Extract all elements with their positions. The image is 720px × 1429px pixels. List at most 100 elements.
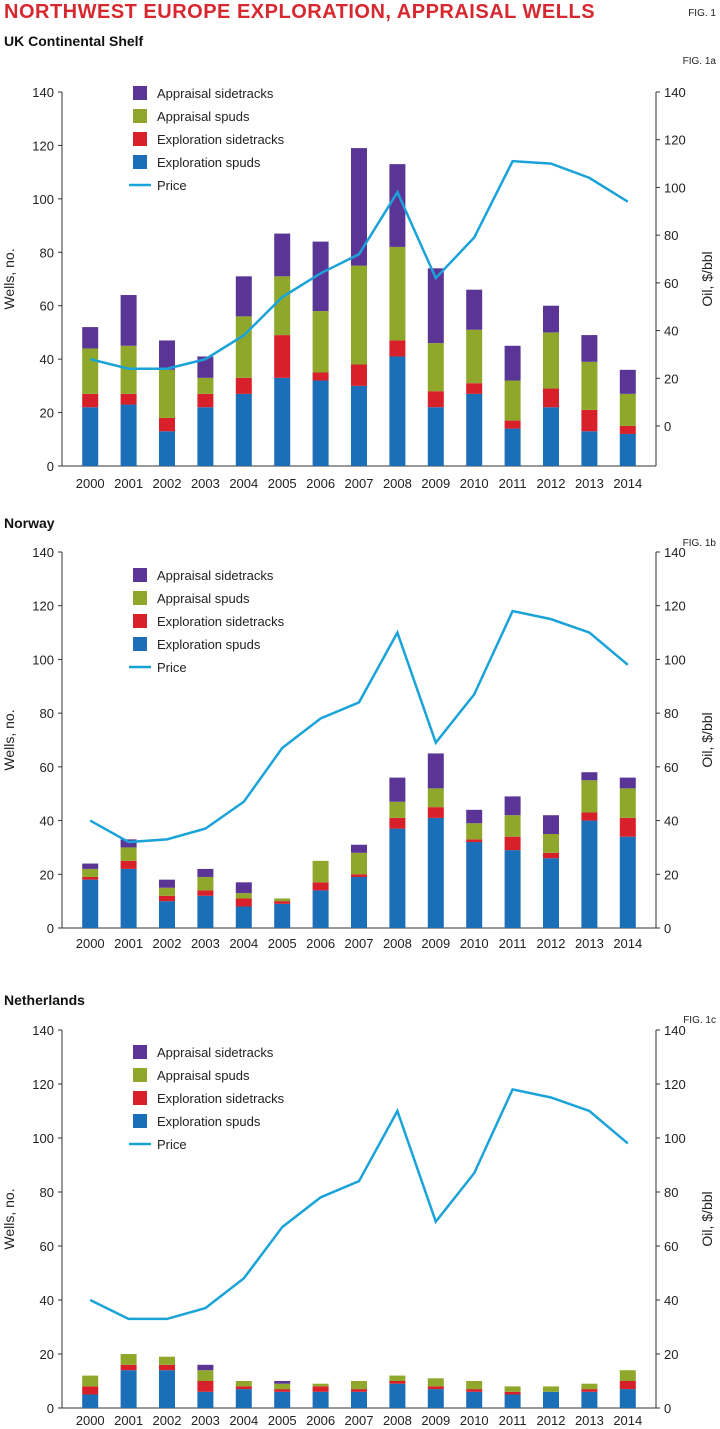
panel-title: Norway xyxy=(4,515,55,531)
bar-exploration-spuds-2010 xyxy=(466,842,483,928)
x-tick-label: 2013 xyxy=(575,476,604,491)
legend-swatch-exploration-sidetracks xyxy=(133,132,147,146)
chart-panel-1: UK Continental Shelf FIG. 1a 0 20 40 60 80 100 1… xyxy=(1,33,716,491)
y2-tick-label: 20 xyxy=(664,371,678,386)
bar-exploration-spuds-2005 xyxy=(274,903,291,928)
y2-tick-label: 60 xyxy=(664,1239,678,1254)
bar-appraisal-spuds-2003 xyxy=(197,377,214,394)
bar-exploration-sidetracks-2002 xyxy=(159,417,175,432)
bar-exploration-spuds-2013 xyxy=(581,1391,598,1408)
y2-tick-label: 40 xyxy=(664,324,678,339)
bar-exploration-sidetracks-2005 xyxy=(274,335,291,378)
bar-exploration-spuds-2010 xyxy=(466,393,483,466)
bar-exploration-sidetracks-2013 xyxy=(581,409,598,432)
x-tick-label: 2000 xyxy=(76,476,105,491)
bar-appraisal-sidetracks-2007 xyxy=(351,148,367,266)
bar-exploration-spuds-2008 xyxy=(389,1383,406,1408)
y-tick-label: 80 xyxy=(40,245,54,260)
bar-exploration-sidetracks-2014 xyxy=(619,1381,636,1390)
x-tick-label: 2007 xyxy=(345,1413,374,1428)
bar-appraisal-spuds-2014 xyxy=(619,788,636,818)
bar-exploration-spuds-2002 xyxy=(159,431,175,466)
bar-appraisal-spuds-2010 xyxy=(466,329,483,384)
bar-appraisal-sidetracks-2008 xyxy=(389,777,406,802)
y2-tick-label: 20 xyxy=(664,867,678,882)
y-tick-label: 0 xyxy=(47,1401,54,1416)
x-tick-label: 2000 xyxy=(76,1413,105,1428)
bar-appraisal-sidetracks-2003 xyxy=(197,868,214,877)
x-tick-label: 2010 xyxy=(460,1413,489,1428)
bar-exploration-sidetracks-2014 xyxy=(619,817,636,837)
bar-exploration-spuds-2006 xyxy=(312,890,329,928)
legend-label: Price xyxy=(157,178,187,193)
x-tick-label: 2013 xyxy=(575,936,604,951)
bar-exploration-sidetracks-2012 xyxy=(543,388,559,408)
panel-title: UK Continental Shelf xyxy=(4,33,144,49)
bar-exploration-sidetracks-2011 xyxy=(504,836,521,851)
x-tick-label: 2001 xyxy=(114,936,143,951)
bar-exploration-spuds-2009 xyxy=(427,1389,444,1408)
bar-appraisal-spuds-2006 xyxy=(312,311,329,373)
bar-exploration-spuds-2014 xyxy=(619,433,636,466)
y2-tick-label: 120 xyxy=(664,599,686,614)
legend-swatch-appraisal-sidetracks xyxy=(133,86,147,100)
bar-exploration-spuds-2001 xyxy=(120,404,137,466)
x-tick-label: 2002 xyxy=(153,936,182,951)
bar-exploration-sidetracks-2007 xyxy=(351,1389,367,1392)
bar-appraisal-spuds-2009 xyxy=(427,343,444,392)
bar-appraisal-sidetracks-2005 xyxy=(274,1381,291,1384)
bar-appraisal-spuds-2001 xyxy=(120,847,137,861)
bar-exploration-sidetracks-2014 xyxy=(619,425,636,434)
bar-exploration-spuds-2004 xyxy=(235,906,252,928)
bar-exploration-sidetracks-2011 xyxy=(504,420,521,429)
x-tick-label: 2011 xyxy=(499,936,527,951)
bar-appraisal-spuds-2002 xyxy=(159,887,175,896)
bar-appraisal-sidetracks-2013 xyxy=(581,335,598,362)
x-tick-label: 2014 xyxy=(613,476,642,491)
bar-exploration-sidetracks-2001 xyxy=(120,1364,137,1371)
bar-exploration-spuds-2003 xyxy=(197,1391,214,1408)
x-tick-label: 2004 xyxy=(229,476,258,491)
bar-exploration-spuds-2010 xyxy=(466,1391,483,1408)
legend-swatch-appraisal-sidetracks xyxy=(133,568,147,582)
y-tick-label: 20 xyxy=(40,1347,54,1362)
bar-exploration-spuds-2011 xyxy=(504,850,521,928)
bar-exploration-sidetracks-2013 xyxy=(581,812,598,821)
legend-swatch-exploration-sidetracks xyxy=(133,1091,147,1105)
y2-tick-label: 120 xyxy=(664,1077,686,1092)
legend-swatch-appraisal-spuds xyxy=(133,109,147,123)
chart-panel-2: Norway FIG. 1b 0 20 40 60 80 100 120 140 0 20 40 60 80… xyxy=(1,515,716,951)
bar-appraisal-sidetracks-2003 xyxy=(197,356,214,378)
y-tick-label: 140 xyxy=(32,1023,54,1038)
bar-exploration-spuds-2007 xyxy=(351,1391,367,1408)
x-tick-label: 2006 xyxy=(306,936,335,951)
bar-appraisal-spuds-2006 xyxy=(312,1383,329,1387)
bar-exploration-spuds-2013 xyxy=(581,431,598,466)
bar-exploration-sidetracks-2001 xyxy=(120,393,137,405)
y-tick-label: 20 xyxy=(40,406,54,421)
bar-appraisal-spuds-2012 xyxy=(543,332,559,389)
bar-exploration-spuds-2009 xyxy=(427,407,444,466)
legend-swatch-appraisal-spuds xyxy=(133,591,147,605)
bar-exploration-sidetracks-2003 xyxy=(197,393,214,408)
bar-appraisal-sidetracks-2014 xyxy=(619,369,636,394)
y-tick-label: 120 xyxy=(32,599,54,614)
x-tick-label: 2009 xyxy=(421,1413,450,1428)
bar-exploration-sidetracks-2000 xyxy=(82,1386,99,1395)
bar-appraisal-spuds-2006 xyxy=(312,860,329,883)
y-tick-label: 60 xyxy=(40,1239,54,1254)
y-tick-label: 80 xyxy=(40,1185,54,1200)
bar-exploration-sidetracks-2007 xyxy=(351,874,367,877)
panel-title: Netherlands xyxy=(4,992,85,1008)
bar-appraisal-spuds-2011 xyxy=(504,1386,521,1392)
y2-tick-label: 80 xyxy=(664,1185,678,1200)
bar-appraisal-spuds-2010 xyxy=(466,823,483,840)
bar-exploration-spuds-2003 xyxy=(197,407,214,466)
bar-appraisal-sidetracks-2004 xyxy=(235,882,252,894)
bar-exploration-spuds-2014 xyxy=(619,836,636,928)
y-tick-label: 140 xyxy=(32,545,54,560)
legend-label: Appraisal sidetracks xyxy=(157,568,274,583)
legend-swatch-exploration-sidetracks xyxy=(133,614,147,628)
legend-label: Appraisal spuds xyxy=(157,109,250,124)
legend-label: Appraisal sidetracks xyxy=(157,1045,274,1060)
